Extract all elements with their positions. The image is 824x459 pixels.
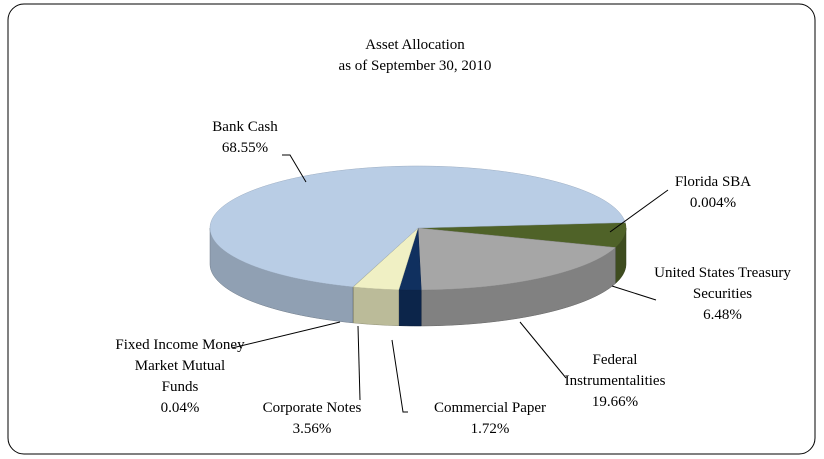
value-label: 0.004% (689, 195, 737, 211)
chart-subtitle: as of September 30, 2010 (338, 58, 492, 74)
pie (209, 165, 627, 327)
slice-label: Fixed Income Money Market Mutual Funds 0.… (115, 335, 245, 419)
value-label: 0.04% (160, 400, 200, 416)
leader-lines (231, 154, 669, 413)
value-label: 19.66% (591, 394, 639, 410)
leader-line (611, 285, 657, 301)
category-label: Fixed Income Money Market Mutual Funds (115, 337, 245, 395)
category-label: Florida SBA (674, 174, 752, 190)
category-label: Corporate Notes (262, 400, 362, 416)
slice-side (353, 286, 400, 326)
leader-line (282, 154, 307, 183)
slice (209, 165, 626, 288)
value-label: 68.55% (221, 140, 269, 156)
leader-line (519, 321, 567, 379)
value-label: 3.56% (292, 421, 332, 437)
category-label: United States Treasury Securities (654, 265, 791, 302)
chart-title: Asset Allocation (365, 37, 465, 53)
slice-side (398, 289, 422, 327)
title-block: Asset Allocation as of September 30, 201… (315, 35, 515, 77)
value-label: 6.48% (703, 307, 742, 323)
slice-label: Commercial Paper 1.72% (405, 398, 575, 440)
slice (417, 227, 617, 291)
slice (398, 227, 422, 291)
category-label: Bank Cash (212, 119, 278, 135)
slice (352, 227, 419, 290)
leader-line (391, 339, 408, 413)
leader-line (609, 189, 669, 233)
leader-line (231, 321, 341, 349)
slice-label: Florida SBA 0.004% (643, 172, 783, 214)
slice-label: Federal Instrumentalities 19.66% (555, 350, 675, 413)
value-label: 1.72% (470, 421, 510, 437)
category-label: Federal Instrumentalities (564, 352, 666, 389)
slice-label: Bank Cash 68.55% (185, 117, 305, 159)
slice-label: United States Treasury Securities 6.48% (640, 263, 805, 326)
category-label: Commercial Paper (433, 400, 547, 416)
slice (417, 222, 627, 248)
slice-label: Corporate Notes 3.56% (232, 398, 392, 440)
leader-line (357, 325, 361, 401)
